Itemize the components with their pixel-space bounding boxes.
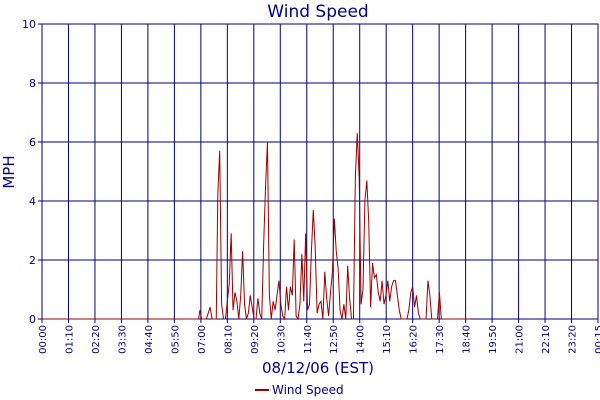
x-tick-label: 02:20	[91, 325, 102, 354]
x-tick-label: 18:40	[462, 325, 473, 354]
x-tick-label: 14:00	[356, 325, 367, 354]
x-axis-ticks: 00:00 01:10 02:20 03:30 04:40 05:50 07:00 08:10…	[38, 319, 600, 354]
x-tick-label: 08:10	[223, 325, 234, 354]
x-tick-label: 05:50	[170, 325, 181, 354]
y-tick-label: 0	[29, 313, 36, 326]
x-tick-label: 22:10	[541, 325, 552, 354]
y-tick-label: 6	[29, 136, 36, 149]
y-tick-label: 10	[22, 18, 36, 31]
series-layer	[42, 133, 470, 321]
y-axis-ticks: 0 2 4 6 8 10	[22, 18, 42, 326]
x-tick-label: 16:20	[409, 325, 420, 354]
legend-label: Wind Speed	[272, 383, 344, 397]
y-tick-label: 8	[29, 77, 36, 90]
x-tick-label: 23:20	[568, 325, 579, 354]
legend: Wind Speed	[255, 383, 344, 397]
x-tick-label: 09:20	[250, 325, 261, 354]
x-tick-label: 15:10	[382, 325, 393, 354]
x-tick-label: 21:00	[515, 325, 526, 354]
y-tick-label: 2	[29, 254, 36, 267]
y-axis-label: MPH	[0, 155, 18, 188]
x-tick-label: 07:00	[197, 325, 208, 354]
x-tick-label: 11:40	[303, 325, 314, 354]
x-tick-label: 19:50	[488, 325, 499, 354]
series-line-wind-speed	[42, 133, 470, 321]
x-tick-label: 10:30	[276, 325, 287, 354]
x-tick-label: 03:30	[117, 325, 128, 354]
x-tick-label: 17:30	[435, 325, 446, 354]
x-tick-label: 00:00	[38, 325, 49, 354]
y-tick-label: 4	[29, 195, 36, 208]
x-tick-label: 01:10	[64, 325, 75, 354]
x-tick-label: 12:50	[329, 325, 340, 354]
gridlines	[41, 23, 599, 320]
x-axis-label: 08/12/06 (EST)	[262, 359, 374, 377]
plot-area	[41, 23, 599, 320]
x-tick-label: 04:40	[144, 325, 155, 354]
chart-title: Wind Speed	[267, 2, 368, 22]
x-tick-label: 00:15	[594, 325, 600, 354]
